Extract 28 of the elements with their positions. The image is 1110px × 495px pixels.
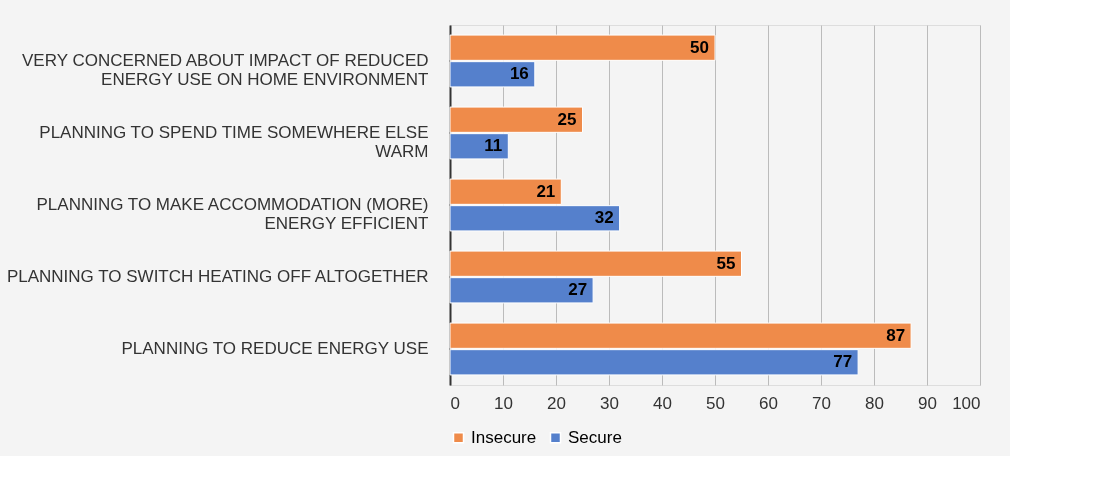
- x-tick-label: 60: [759, 393, 778, 413]
- x-tick-label: 80: [865, 393, 884, 413]
- data-label: 25: [557, 109, 577, 129]
- x-tick-label: 0: [450, 393, 460, 413]
- data-label: 11: [484, 136, 503, 156]
- data-label: 21: [536, 181, 556, 201]
- legend-label: Secure: [568, 427, 622, 447]
- x-tick-label: 30: [600, 393, 619, 413]
- data-label: 16: [509, 64, 529, 84]
- data-label: 55: [716, 253, 736, 273]
- data-label: 77: [833, 352, 853, 372]
- x-tick-label: 10: [494, 393, 513, 413]
- data-label: 50: [690, 37, 709, 57]
- data-label: 87: [886, 325, 906, 345]
- x-tick-label: 90: [918, 393, 937, 413]
- y-tick-label: VERY CONCERNED ABOUT IMPACT OF REDUCED ENERGY USE ON HOME ENVIRONMENT: [22, 51, 429, 89]
- x-tick-label: 100: [952, 393, 981, 413]
- y-tick-label: PLANNING TO REDUCE ENERGY USE: [121, 339, 429, 358]
- x-tick-label: 40: [653, 393, 672, 413]
- data-label: 27: [568, 280, 588, 300]
- y-tick-label: PLANNING TO MAKE ACCOMMODATION (MORE) ENERGY EFFICIENT: [36, 195, 429, 233]
- x-tick-label: 20: [547, 393, 566, 413]
- y-tick-label: PLANNING TO SWITCH HEATING OFF ALTOGETHER: [6, 267, 429, 286]
- x-tick-label: 50: [706, 393, 725, 413]
- x-tick-label: 70: [812, 393, 831, 413]
- y-tick-label: PLANNING TO SPEND TIME SOMEWHERE ELSE WARM: [39, 123, 429, 161]
- data-label: 32: [594, 208, 614, 228]
- legend-label: Insecure: [471, 427, 537, 447]
